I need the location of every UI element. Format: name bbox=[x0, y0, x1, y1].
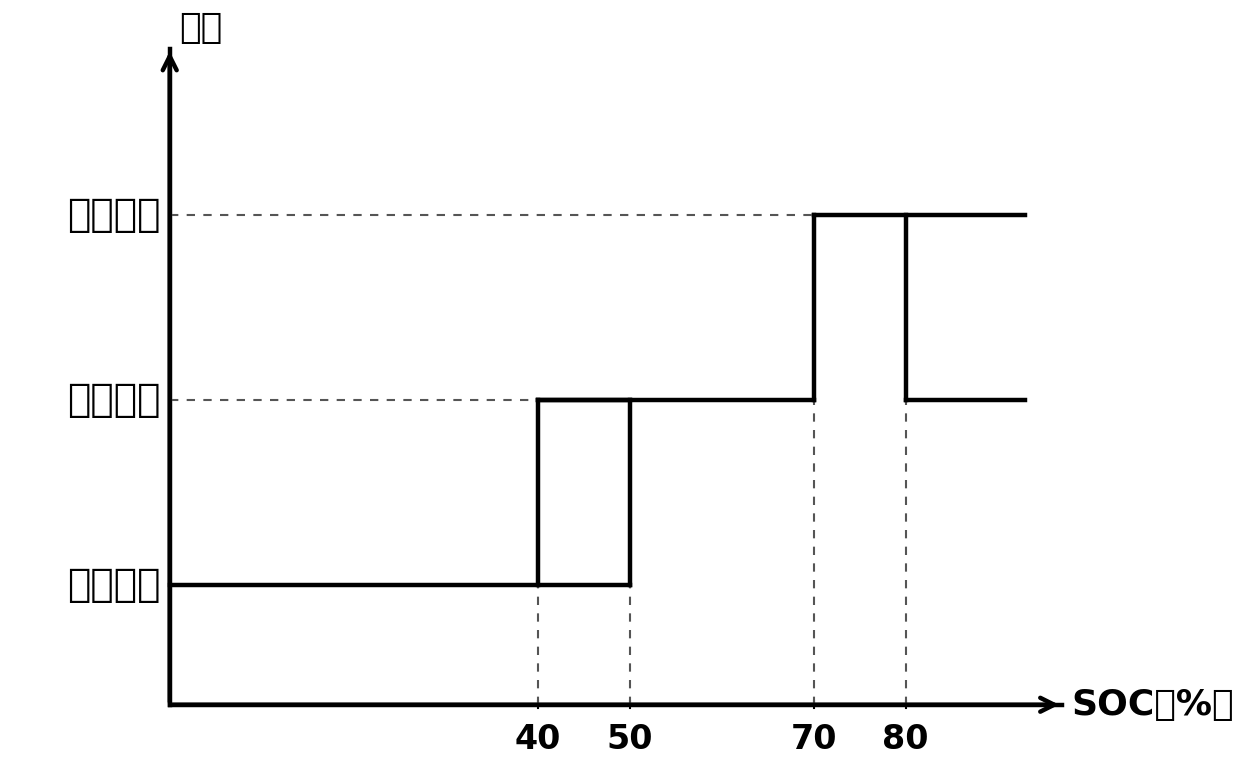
Text: 充电模式: 充电模式 bbox=[67, 565, 160, 604]
Text: 40: 40 bbox=[515, 723, 560, 756]
Text: 80: 80 bbox=[883, 723, 929, 756]
Text: 模式: 模式 bbox=[179, 11, 222, 45]
Text: SOC（%）: SOC（%） bbox=[1071, 688, 1234, 722]
Text: 放电模式: 放电模式 bbox=[67, 196, 160, 234]
Text: 70: 70 bbox=[790, 723, 837, 756]
Text: 平衡模式: 平衡模式 bbox=[67, 381, 160, 419]
Text: 50: 50 bbox=[606, 723, 653, 756]
